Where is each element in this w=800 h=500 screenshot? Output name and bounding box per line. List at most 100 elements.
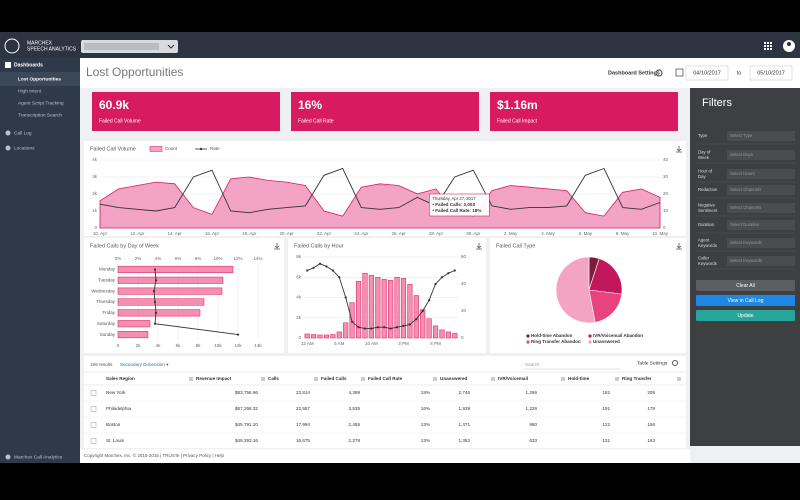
- filter-select[interactable]: [727, 203, 795, 213]
- legend-swatch: [149, 146, 163, 152]
- legend-label[interactable]: Unanswered: [593, 339, 620, 344]
- legend-label[interactable]: Hold-time Abandon: [531, 333, 573, 338]
- filter-placeholder[interactable]: Select Days: [730, 152, 753, 157]
- category-label: 3 PM: [398, 341, 409, 346]
- legend-label[interactable]: IVR/Voicemail Abandon: [593, 333, 643, 338]
- sidebar-footer[interactable]: Marchex Call Analytics: [14, 454, 63, 460]
- filter-placeholder[interactable]: Select Channels: [730, 205, 761, 210]
- sort-icon: [677, 377, 681, 381]
- button-label[interactable]: View in Call Log: [728, 298, 764, 304]
- download-icon[interactable]: [476, 243, 482, 250]
- table-cell: $45,791.20: [235, 422, 258, 427]
- bar: [445, 331, 451, 339]
- date-to-box[interactable]: [749, 65, 793, 81]
- table-cell: 131: [602, 438, 610, 443]
- line-marker: [152, 290, 156, 293]
- filter-placeholder[interactable]: Select Channels: [730, 187, 761, 192]
- panel: [84, 238, 284, 353]
- button-label[interactable]: Update: [737, 313, 753, 319]
- sidebar-item[interactable]: Agent Script Tracking: [18, 100, 64, 106]
- tick-label: 0: [298, 335, 301, 340]
- filter-select[interactable]: [727, 185, 795, 195]
- column-header[interactable]: Sales Region: [106, 376, 135, 381]
- date-from[interactable]: 04/10/2017: [693, 70, 721, 76]
- download-icon[interactable]: [676, 243, 682, 250]
- table-cell: 182: [602, 390, 610, 395]
- date-to-label: to: [737, 70, 742, 76]
- button-label[interactable]: Clear All: [736, 283, 755, 289]
- sidebar-item[interactable]: Transcription Search: [18, 112, 62, 118]
- filter-select[interactable]: [727, 150, 795, 160]
- bar: [400, 278, 407, 339]
- filter-label: Negative: [698, 202, 716, 207]
- column-header[interactable]: Failed Call Rate: [368, 376, 403, 381]
- sidebar-item[interactable]: High Intent: [18, 88, 42, 94]
- column-header[interactable]: Failed Calls: [321, 376, 347, 381]
- legend-label[interactable]: Rate: [210, 146, 220, 151]
- table-settings[interactable]: Table Settings: [637, 360, 668, 366]
- filter-button[interactable]: [696, 295, 795, 306]
- search-input[interactable]: Search: [525, 362, 540, 367]
- line-marker: [331, 269, 334, 272]
- calendar-icon[interactable]: [675, 68, 684, 77]
- table-cell: Philadelphia: [106, 406, 131, 411]
- tick-label: 30: [663, 174, 669, 179]
- column-header[interactable]: Calls: [268, 376, 279, 381]
- filter-placeholder[interactable]: Select Keywords: [730, 258, 762, 263]
- tick-label: 2k: [136, 343, 142, 348]
- bar: [362, 272, 368, 339]
- date-from-box[interactable]: [685, 65, 729, 81]
- row-checkbox[interactable]: [90, 422, 97, 428]
- filter-placeholder[interactable]: Select Type: [730, 133, 753, 138]
- row-checkbox[interactable]: [90, 406, 97, 412]
- line-marker: [153, 300, 157, 304]
- sidebar-item[interactable]: Lost Opportunities: [18, 76, 61, 82]
- settings-icon[interactable]: [672, 360, 678, 366]
- secondary-dimension[interactable]: Secondary Dimension ▾: [120, 362, 169, 367]
- column-header[interactable]: Hold-time: [568, 376, 590, 381]
- dashboard-settings[interactable]: Dashboard Settings: [608, 70, 660, 76]
- column-header[interactable]: IVR/Voicemail: [498, 376, 528, 381]
- sidebar-section[interactable]: Dashboards: [14, 62, 43, 68]
- download-icon[interactable]: [274, 243, 280, 250]
- pie-slice: [588, 258, 623, 295]
- apps-icon[interactable]: [764, 42, 772, 50]
- filter-button[interactable]: [696, 310, 795, 321]
- filter-label: Hour of: [698, 168, 713, 173]
- row-checkbox[interactable]: [90, 390, 97, 396]
- category-label: 10. Apr: [93, 231, 108, 236]
- filter-button[interactable]: [696, 280, 795, 291]
- column-header[interactable]: Unanswered: [440, 376, 468, 381]
- legend-label[interactable]: Count: [165, 146, 178, 151]
- line-marker: [154, 279, 158, 282]
- category-label: 26. Apr: [392, 231, 407, 236]
- sidebar-link[interactable]: Locations: [14, 145, 35, 151]
- sidebar-link[interactable]: Call Log: [14, 130, 32, 136]
- filter-select[interactable]: [727, 256, 795, 266]
- filter-placeholder[interactable]: Select Hours: [730, 171, 755, 176]
- table-cell: $83,756.96: [235, 390, 258, 395]
- filter-placeholder[interactable]: Select Duration: [730, 222, 760, 227]
- filter-select[interactable]: [727, 169, 795, 179]
- table-cell: 13%: [421, 422, 430, 427]
- bar: [317, 334, 323, 339]
- settings-icon[interactable]: [655, 69, 663, 77]
- table-cell: $48,393.16: [235, 438, 258, 443]
- category-label: 20. Apr: [280, 231, 295, 236]
- filter-placeholder[interactable]: Select Keywords: [730, 240, 762, 245]
- results-count: 189 results: [90, 362, 113, 367]
- filter-select[interactable]: [727, 238, 795, 248]
- line-marker: [153, 322, 157, 325]
- user-icon-head: [787, 42, 791, 46]
- filter-select[interactable]: [727, 220, 795, 230]
- tick-label: 10k: [214, 343, 222, 348]
- row-checkbox[interactable]: [90, 438, 97, 444]
- bar: [432, 325, 439, 339]
- tick-label: 12%: [233, 256, 242, 261]
- column-header[interactable]: Revenue Impact: [196, 376, 232, 381]
- column-header[interactable]: Ring Transfer: [622, 376, 652, 381]
- legend-label[interactable]: Ring Transfer Abandon: [531, 339, 581, 344]
- date-to[interactable]: 05/10/2017: [757, 70, 785, 76]
- download-icon[interactable]: [676, 146, 682, 153]
- filter-select[interactable]: [727, 131, 795, 141]
